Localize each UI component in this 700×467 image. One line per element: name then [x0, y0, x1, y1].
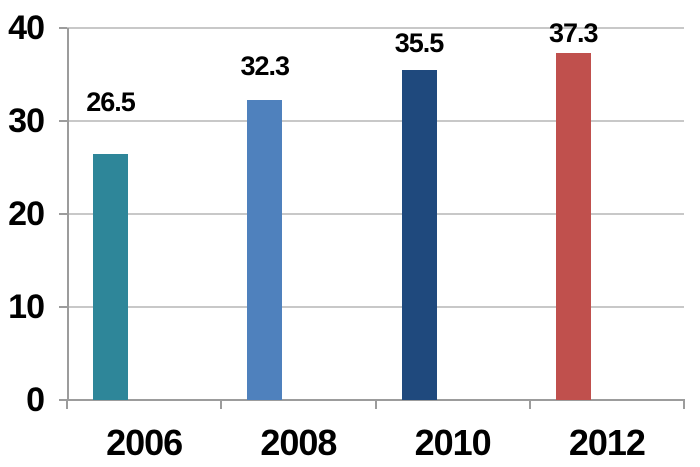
x-axis-category-label: 2008 — [260, 422, 337, 463]
y-axis-tick — [59, 27, 67, 29]
x-axis-category-label: 2012 — [568, 422, 646, 463]
bar-2006 — [93, 153, 128, 400]
gridline — [67, 120, 684, 122]
y-axis-tick-label: 40 — [8, 9, 45, 47]
bar-value-label: 35.5 — [394, 27, 445, 58]
y-axis-tick — [59, 120, 67, 122]
y-axis-tick-label: 10 — [8, 288, 45, 326]
y-axis-tick-label: 30 — [8, 102, 45, 140]
x-axis-tick — [683, 400, 685, 409]
gridline — [67, 306, 684, 308]
bar-value-label: 32.3 — [240, 50, 290, 81]
x-axis-category-label: 2006 — [106, 422, 183, 463]
gridline — [67, 27, 684, 29]
bar-2010 — [401, 69, 437, 400]
bar-2012 — [555, 53, 591, 400]
bar-2008 — [247, 99, 283, 400]
gridline — [67, 213, 684, 215]
bar-value-label: 37.3 — [548, 18, 599, 49]
x-axis-tick — [374, 400, 377, 409]
y-axis-tick — [59, 399, 67, 401]
y-axis-tick — [59, 213, 67, 215]
x-axis-tick — [528, 400, 531, 409]
y-axis-tick — [59, 306, 67, 308]
y-axis-tick-label: 20 — [8, 195, 45, 233]
y-axis-tick-label: 0 — [26, 381, 45, 419]
bar-value-label: 26.5 — [86, 86, 136, 117]
x-axis-tick — [66, 400, 68, 409]
x-axis-category-label: 2010 — [414, 422, 492, 463]
x-axis-tick — [220, 400, 223, 409]
y-axis-line — [67, 28, 69, 401]
